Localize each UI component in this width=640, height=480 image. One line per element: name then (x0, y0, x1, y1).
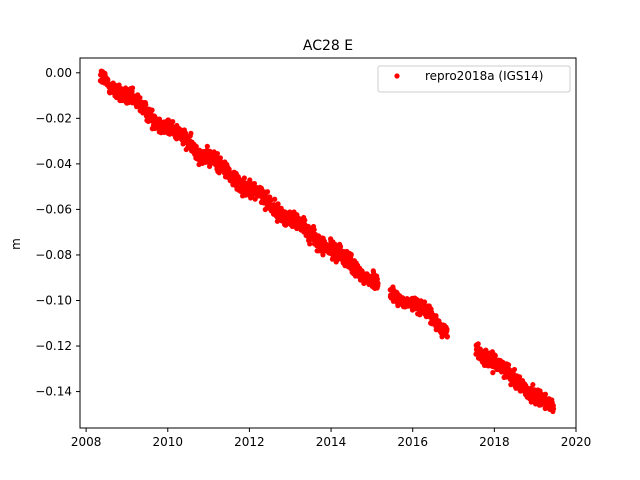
y-axis-label: m (9, 238, 23, 250)
data-point (421, 299, 428, 305)
legend-box (377, 65, 571, 93)
data-point (188, 130, 194, 136)
data-point (143, 102, 149, 108)
data-point (348, 251, 354, 258)
data-point (241, 175, 247, 181)
data-point (475, 341, 481, 347)
data-point (307, 241, 313, 247)
x-tick-label: 2016 (397, 435, 428, 449)
y-tick-label: −0.04 (35, 157, 72, 171)
x-tick-label: 2008 (71, 435, 102, 449)
x-tick-label: 2010 (152, 435, 183, 449)
legend: repro2018a (IGS14) (377, 65, 571, 93)
data-point (214, 150, 221, 157)
data-point (511, 366, 518, 373)
data-point (311, 227, 317, 233)
y-tick-label: −0.10 (35, 293, 72, 307)
plot-area (97, 68, 557, 415)
data-point (272, 196, 278, 202)
data-point (375, 280, 381, 287)
legend-label: repro2018a (IGS14) (425, 69, 543, 83)
x-tick-label: 2018 (479, 435, 510, 449)
data-point (492, 353, 498, 359)
axes-frame (79, 57, 577, 429)
data-point (444, 326, 450, 332)
data-point (490, 370, 496, 376)
data-point (170, 119, 176, 125)
y-tick-label: −0.12 (35, 339, 72, 353)
data-point (217, 155, 223, 161)
data-point (275, 201, 281, 207)
x-axis: 2008 2010 2012 2014 2016 2018 2020 (71, 428, 591, 449)
data-point (149, 107, 155, 113)
data-point (204, 143, 210, 149)
y-tick-label: 0.00 (45, 66, 72, 80)
data-point (247, 177, 253, 183)
y-tick-label: −0.02 (35, 111, 72, 125)
data-point (193, 143, 199, 150)
data-point (530, 382, 536, 388)
y-tick-label: −0.06 (35, 202, 72, 216)
data-point (337, 244, 344, 250)
data-point (129, 85, 136, 91)
data-point (517, 374, 523, 380)
data-point (264, 189, 271, 195)
data-point (284, 221, 290, 227)
data-point (302, 217, 308, 223)
x-tick-label: 2020 (561, 435, 592, 449)
legend-marker (394, 73, 400, 79)
data-point (444, 333, 451, 340)
x-tick-label: 2014 (316, 435, 347, 449)
data-point (137, 95, 143, 101)
x-tick-label: 2012 (234, 435, 265, 449)
data-point (542, 391, 549, 397)
y-tick-label: −0.08 (35, 248, 72, 262)
data-point (550, 406, 557, 412)
y-tick-label: −0.14 (35, 385, 72, 399)
y-axis: 0.00 −0.02 −0.04 −0.06 −0.08 −0.10 −0.12 −0.14 (35, 66, 80, 399)
chart-title: AC28 E (303, 38, 353, 54)
data-point (505, 362, 512, 368)
